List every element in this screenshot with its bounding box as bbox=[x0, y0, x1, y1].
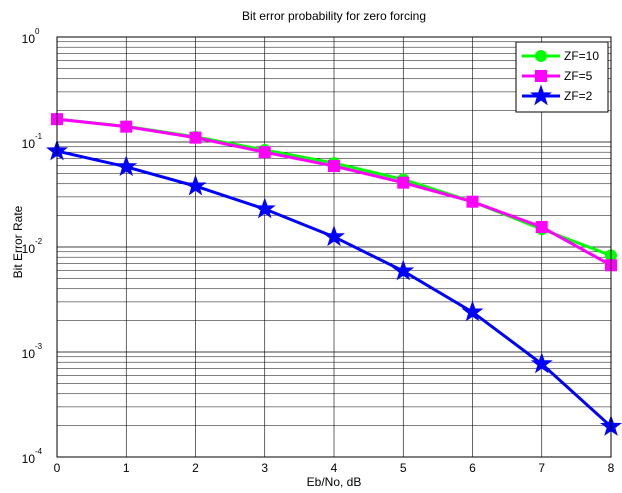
y-tick-exponent: 0 bbox=[35, 27, 40, 36]
x-axis-label: Eb/No, dB bbox=[307, 475, 362, 489]
data-point bbox=[530, 352, 553, 374]
x-tick-label: 6 bbox=[469, 461, 476, 475]
data-point bbox=[115, 155, 138, 177]
data-point bbox=[535, 221, 548, 234]
y-tick-exponent: -4 bbox=[35, 447, 43, 456]
legend-label: ZF=10 bbox=[564, 49, 599, 63]
chart-title: Bit error probability for zero forcing bbox=[242, 9, 426, 23]
plot-frame bbox=[56, 36, 612, 458]
legend-item: ZF=10 bbox=[522, 49, 599, 63]
x-tick-label: 5 bbox=[400, 461, 407, 475]
x-tick-label: 1 bbox=[123, 461, 130, 475]
data-point bbox=[184, 174, 207, 196]
y-tick-label: 100 bbox=[22, 27, 40, 46]
grid bbox=[57, 37, 611, 457]
data-point bbox=[189, 131, 202, 144]
data-point bbox=[461, 300, 484, 322]
data-point bbox=[258, 146, 271, 159]
x-tick-labels: 0 1 2 3 4 5 6 7 8 bbox=[54, 461, 615, 475]
y-tick-label: 10-3 bbox=[22, 342, 43, 361]
y-tick-base: 10 bbox=[22, 32, 36, 46]
x-tick-label: 8 bbox=[608, 461, 615, 475]
x-tick-label: 2 bbox=[192, 461, 199, 475]
legend-item: ZF=5 bbox=[522, 69, 593, 83]
data-point bbox=[397, 176, 410, 189]
x-tick-label: 3 bbox=[261, 461, 268, 475]
legend-label: ZF=5 bbox=[564, 69, 593, 83]
y-tick-base: 10 bbox=[22, 137, 36, 151]
data-point bbox=[323, 225, 345, 247]
data-point bbox=[466, 195, 479, 208]
legend-label: ZF=2 bbox=[564, 89, 593, 103]
x-tick-label: 0 bbox=[54, 461, 61, 475]
x-tick-label: 7 bbox=[538, 461, 545, 475]
legend-marker bbox=[535, 70, 547, 82]
y-tick-label: 10-2 bbox=[22, 237, 43, 256]
series-zf-2 bbox=[46, 139, 622, 436]
legend-marker bbox=[530, 84, 552, 106]
y-axis-label: Bit Error Rate bbox=[11, 205, 25, 278]
y-tick-base: 10 bbox=[22, 242, 36, 256]
y-tick-label: 10-4 bbox=[22, 447, 43, 466]
y-tick-label: 10-1 bbox=[22, 132, 43, 151]
x-tick-label: 4 bbox=[331, 461, 338, 475]
data-point bbox=[253, 197, 276, 219]
data-point bbox=[392, 259, 415, 281]
legend-item: ZF=2 bbox=[522, 84, 593, 106]
y-tick-exponent: -3 bbox=[35, 342, 43, 351]
y-tick-base: 10 bbox=[22, 452, 36, 466]
series-group bbox=[46, 113, 622, 436]
y-tick-exponent: -2 bbox=[35, 237, 43, 246]
legend: ZF=10 ZF=5 ZF=2 bbox=[515, 41, 609, 113]
y-tick-exponent: -1 bbox=[35, 132, 43, 141]
data-point bbox=[120, 120, 133, 133]
y-tick-base: 10 bbox=[22, 347, 36, 361]
legend-marker bbox=[535, 50, 547, 62]
data-point bbox=[328, 160, 340, 173]
